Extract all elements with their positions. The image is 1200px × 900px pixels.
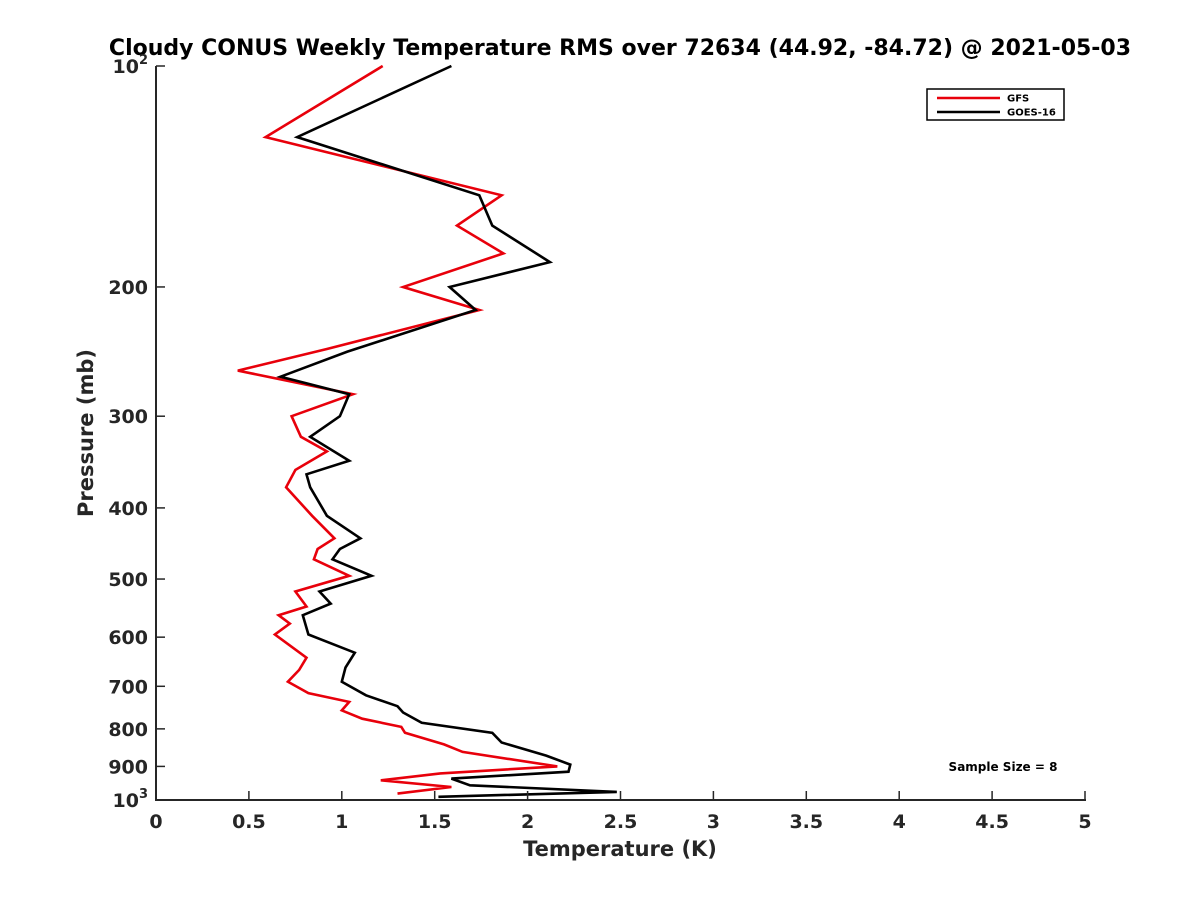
legend: GFS GOES-16 (926, 88, 1065, 121)
y-axis-label: Pressure (mb) (74, 349, 98, 517)
series-layer (237, 64, 617, 799)
x-tick-label: 4 (893, 811, 906, 833)
y-tick-label: 500 (108, 569, 148, 591)
y-tick-label: 103 (113, 787, 149, 812)
legend-entry-label: GFS (1007, 94, 1029, 105)
legend-entry-label: GOES-16 (1007, 108, 1056, 119)
chart-title: Cloudy CONUS Weekly Temperature RMS over… (109, 36, 1131, 61)
x-axis-label: Temperature (K) (523, 837, 717, 861)
y-tick-label: 700 (108, 676, 148, 698)
sample-size-annotation: Sample Size = 8 (949, 760, 1058, 774)
x-tick-label: 0.5 (232, 811, 266, 833)
x-tick-label: 3.5 (789, 811, 823, 833)
series-line-gfs (237, 64, 558, 795)
x-tick-label: 2 (521, 811, 534, 833)
y-axis-ticks: 102 200 300 400 500 600 700 800 900 103 (108, 53, 165, 812)
y-tick-label: 200 (108, 277, 148, 299)
y-tick-label: 102 (113, 53, 149, 78)
x-tick-label: 1 (335, 811, 348, 833)
y-tick-label: 400 (108, 498, 148, 520)
x-tick-label: 5 (1078, 811, 1091, 833)
y-tick-label: 300 (108, 406, 148, 428)
x-axis-ticks: 0 0.5 1 1.5 2 2.5 3 3.5 4 4.5 5 (149, 791, 1092, 833)
y-axis-line (155, 66, 157, 801)
y-tick-label: 900 (108, 756, 148, 778)
series-line-goes-16 (276, 64, 617, 799)
x-tick-label: 3 (707, 811, 720, 833)
y-tick-label: 600 (108, 627, 148, 649)
x-tick-label: 1.5 (418, 811, 452, 833)
x-tick-label: 0 (149, 811, 162, 833)
x-tick-label: 2.5 (604, 811, 638, 833)
y-tick-label: 800 (108, 719, 148, 741)
legend-box (926, 88, 1065, 121)
x-tick-label: 4.5 (975, 811, 1009, 833)
